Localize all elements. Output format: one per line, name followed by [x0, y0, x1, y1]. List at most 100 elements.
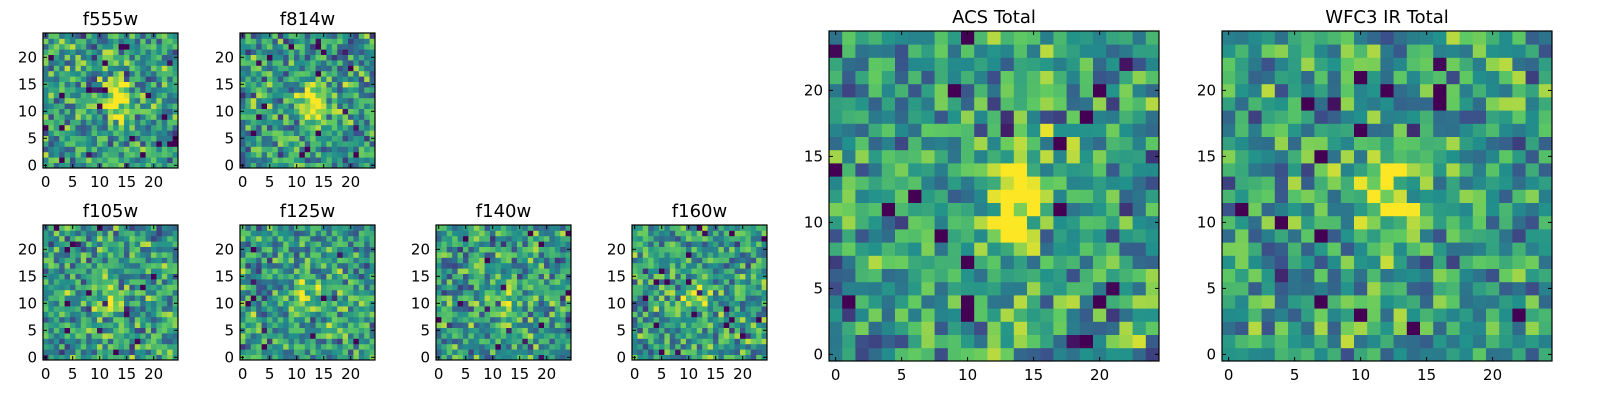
heatmap-cell: [167, 130, 173, 136]
heatmap-cell: [162, 109, 168, 115]
heatmap-cell: [485, 268, 491, 274]
heatmap-cell: [305, 306, 311, 312]
heatmap-cell: [316, 114, 322, 120]
heatmap-cell: [108, 230, 114, 236]
heatmap-cell: [70, 274, 76, 280]
heatmap-cell: [267, 252, 273, 258]
heatmap-cell: [935, 71, 949, 85]
heatmap-cell: [1133, 110, 1147, 124]
heatmap-cell: [278, 152, 284, 158]
heatmap-cell: [829, 335, 843, 349]
heatmap-cell: [1354, 335, 1368, 349]
heatmap-cell: [1380, 176, 1394, 190]
heatmap-cell: [908, 216, 922, 230]
heatmap-cell: [1146, 176, 1160, 190]
heatmap-cell: [294, 152, 300, 158]
heatmap-cell: [119, 33, 125, 39]
heatmap-cell: [92, 263, 98, 269]
y-tick-label: 5: [224, 129, 234, 147]
heatmap-cell: [92, 317, 98, 323]
heatmap-cell: [637, 252, 643, 258]
heatmap-cell: [337, 241, 343, 247]
heatmap-cell: [54, 109, 60, 115]
heatmap-cell: [512, 241, 518, 247]
panel-title: f125w: [280, 201, 335, 222]
heatmap-cell: [321, 268, 327, 274]
heatmap-cell: [283, 257, 289, 263]
heatmap-cell: [702, 311, 708, 317]
heatmap-cell: [86, 230, 92, 236]
heatmap-cell: [65, 344, 71, 350]
heatmap-cell: [479, 344, 485, 350]
heatmap-cell: [316, 49, 322, 55]
heatmap-cell: [485, 230, 491, 236]
heatmap-cell: [708, 268, 714, 274]
heatmap-cell: [316, 263, 322, 269]
panel-title: f555w: [83, 9, 138, 30]
heatmap-cell: [935, 203, 949, 217]
heatmap-cell: [468, 236, 474, 242]
heatmap-cell: [92, 49, 98, 55]
heatmap-cell: [167, 87, 173, 93]
heatmap-cell: [59, 230, 65, 236]
heatmap-cell: [299, 257, 305, 263]
heatmap-cell: [501, 241, 507, 247]
heatmap-cell: [343, 103, 349, 109]
heatmap-cell: [353, 349, 359, 355]
heatmap-cell: [43, 257, 49, 263]
heatmap-cell: [162, 306, 168, 312]
heatmap-cell: [740, 306, 746, 312]
heatmap-cell: [337, 109, 343, 115]
heatmap-cell: [882, 348, 896, 362]
heatmap-cell: [961, 189, 975, 203]
heatmap-cell: [86, 92, 92, 98]
heatmap-cell: [251, 119, 257, 125]
heatmap-cell: [637, 338, 643, 344]
heatmap-cell: [1433, 255, 1447, 269]
heatmap-cell: [65, 257, 71, 263]
heatmap-cell: [654, 295, 660, 301]
heatmap-cell: [348, 268, 354, 274]
heatmap-cell: [278, 236, 284, 242]
heatmap-cell: [278, 82, 284, 88]
heatmap-cell: [140, 130, 146, 136]
heatmap-cell: [948, 71, 962, 85]
heatmap-cell: [691, 311, 697, 317]
heatmap-cell: [691, 338, 697, 344]
heatmap-cell: [1248, 308, 1262, 322]
heatmap-cell: [1262, 308, 1276, 322]
heatmap-cell: [113, 130, 119, 136]
heatmap-cell: [458, 317, 464, 323]
heatmap-cell: [458, 241, 464, 247]
heatmap-cell: [240, 146, 246, 152]
heatmap-cell: [751, 241, 757, 247]
heatmap-cell: [756, 284, 762, 290]
heatmap-cell: [240, 349, 246, 355]
heatmap-cell: [974, 150, 988, 164]
heatmap-cell: [654, 241, 660, 247]
heatmap-cell: [528, 284, 534, 290]
heatmap-cell: [882, 242, 896, 256]
heatmap-cell: [251, 257, 257, 263]
heatmap-cell: [735, 311, 741, 317]
heatmap-cell: [908, 242, 922, 256]
heatmap-cell: [310, 49, 316, 55]
heatmap-cell: [485, 252, 491, 258]
heatmap-cell: [648, 268, 654, 274]
heatmap-cell: [326, 60, 332, 66]
heatmap-cell: [113, 306, 119, 312]
heatmap-cell: [316, 349, 322, 355]
heatmap-cell: [353, 38, 359, 44]
heatmap-cell: [495, 290, 501, 296]
heatmap-cell: [447, 311, 453, 317]
heatmap-cell: [935, 229, 949, 243]
heatmap-cell: [353, 225, 359, 231]
heatmap-cell: [474, 236, 480, 242]
heatmap-cell: [729, 328, 735, 334]
heatmap-cell: [135, 44, 141, 50]
heatmap-cell: [1473, 255, 1487, 269]
heatmap-cell: [1394, 295, 1408, 309]
heatmap-cell: [1146, 123, 1160, 137]
heatmap-cell: [974, 255, 988, 269]
heatmap-cell: [75, 92, 81, 98]
